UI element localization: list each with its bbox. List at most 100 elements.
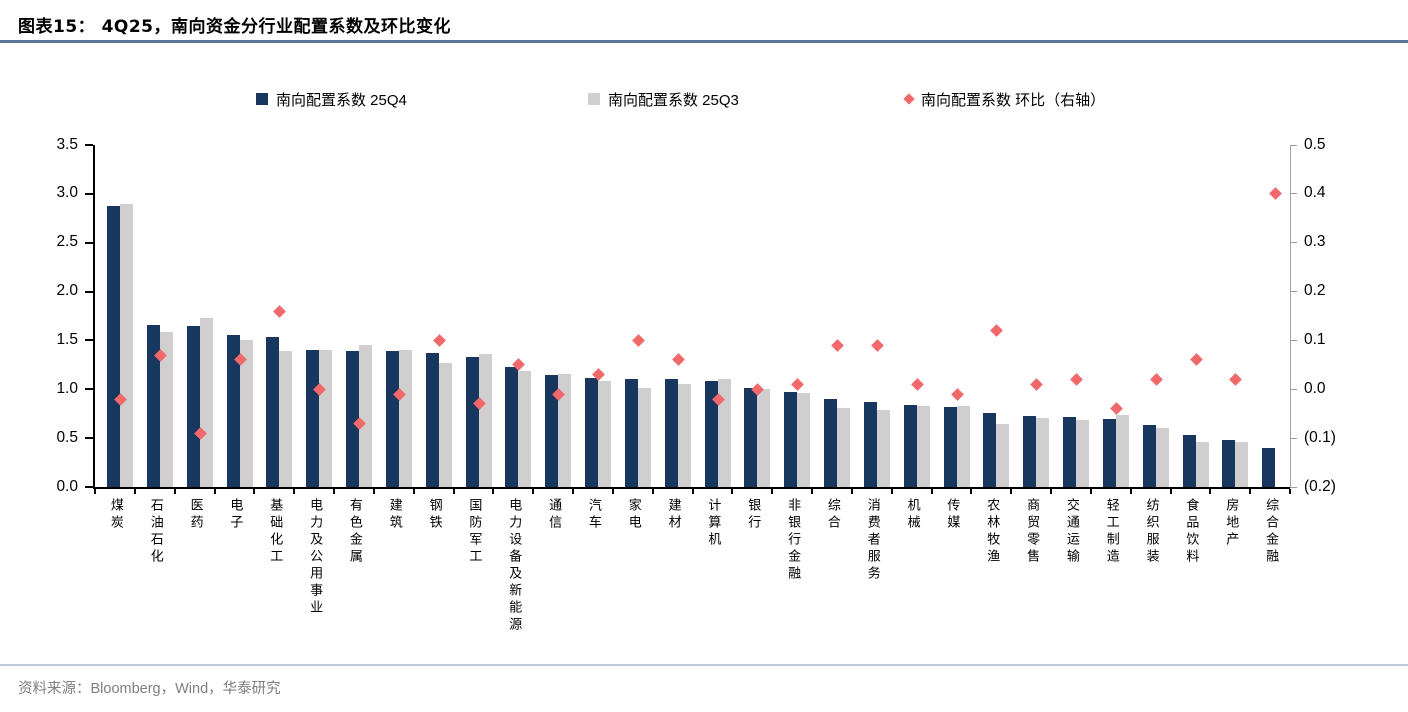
y-axis-right-tick xyxy=(1290,242,1297,244)
y-axis-left-tick xyxy=(85,192,93,195)
x-axis-label: 消费者服务 xyxy=(864,498,880,583)
bar-25q4 xyxy=(943,406,957,487)
bar-25q4 xyxy=(107,205,120,487)
qoq-diamond xyxy=(910,378,924,391)
figure-title: 图表15： 4Q25，南向资金分行业配置系数及环比变化 xyxy=(18,17,452,37)
y-axis-right-line xyxy=(1290,145,1291,487)
bar-25q4 xyxy=(1063,416,1076,487)
bar-25q3 xyxy=(1115,414,1129,487)
bar-25q4 xyxy=(903,404,917,487)
x-axis-label: 银行 xyxy=(745,498,761,532)
y-axis-left-tick xyxy=(85,290,93,293)
qoq-diamond xyxy=(1149,373,1163,386)
x-axis-tick xyxy=(890,489,893,494)
qoq-diamond xyxy=(791,378,805,391)
y-axis-left-tick xyxy=(85,241,93,244)
x-axis-tick xyxy=(811,489,813,494)
x-axis-label: 传媒 xyxy=(944,498,960,532)
bar-25q4 xyxy=(1102,418,1116,487)
y-axis-left-tick xyxy=(85,388,93,391)
bar-25q3 xyxy=(159,331,173,487)
x-axis-tick xyxy=(293,489,296,494)
x-axis-label: 有色金属 xyxy=(346,498,362,566)
bar-25q4 xyxy=(385,351,399,487)
bar-25q3 xyxy=(518,370,532,487)
bar-25q3 xyxy=(478,354,492,487)
bar-25q3 xyxy=(1076,419,1089,487)
bar-25q4 xyxy=(704,380,718,487)
x-axis-tick xyxy=(572,489,574,494)
x-axis-tick xyxy=(1289,489,1291,494)
bar-25q4 xyxy=(1023,415,1037,487)
bar-25q4 xyxy=(1142,425,1156,487)
y-axis-right-tick xyxy=(1290,388,1297,390)
y-axis-left-label: 2.5 xyxy=(56,233,78,251)
x-axis-label: 石油石化 xyxy=(147,498,163,566)
y-axis-left-label: 3.0 xyxy=(56,184,78,202)
x-axis-line xyxy=(93,487,1290,489)
x-axis-tick xyxy=(691,489,694,494)
y-axis-left-label: 1.5 xyxy=(56,330,78,348)
bar-25q3 xyxy=(319,350,333,487)
bar-25q4 xyxy=(824,399,837,487)
legend-item-25q4: 南向配置系数 25Q4 xyxy=(256,88,407,110)
x-axis-tick xyxy=(850,489,853,494)
y-axis-right-label: 0.5 xyxy=(1304,135,1326,153)
x-axis-tick xyxy=(133,489,136,494)
legend-item-qoq: 南向配置系数 环比（右轴） xyxy=(903,88,1106,110)
source-note: 资料来源：Bloomberg，Wind，华泰研究 xyxy=(18,681,281,697)
bar-25q3 xyxy=(916,405,930,487)
bar-25q4 xyxy=(346,351,359,487)
y-axis-left-tick xyxy=(85,486,93,488)
x-axis-tick xyxy=(1249,489,1252,494)
bar-25q3 xyxy=(239,340,253,487)
legend-square-25q3-icon xyxy=(588,93,600,105)
bar-25q4 xyxy=(465,357,479,487)
y-axis-right-label: (0.2) xyxy=(1304,477,1336,495)
bar-25q3 xyxy=(598,380,611,487)
qoq-diamond xyxy=(1030,378,1044,391)
x-axis-tick xyxy=(1129,489,1132,494)
x-axis-label: 农林牧渔 xyxy=(984,498,1000,566)
bar-25q4 xyxy=(266,336,280,487)
x-axis-tick xyxy=(412,489,415,494)
x-axis-label: 机械 xyxy=(904,498,920,532)
bar-25q3 xyxy=(558,373,572,487)
bar-25q3 xyxy=(797,393,811,487)
x-axis-label: 非银行金融 xyxy=(785,498,801,583)
bar-25q3 xyxy=(199,317,213,487)
bar-25q4 xyxy=(146,324,160,487)
x-axis-label: 煤炭 xyxy=(107,498,123,532)
legend-diamond-qoq-icon xyxy=(903,93,915,105)
bar-25q4 xyxy=(425,353,439,487)
bar-25q3 xyxy=(876,409,890,487)
y-axis-left-label: 1.0 xyxy=(56,379,78,397)
x-axis-tick xyxy=(651,489,654,494)
y-axis-left-label: 2.0 xyxy=(56,282,78,300)
x-axis-tick xyxy=(970,489,973,494)
y-axis-left-tick xyxy=(85,144,93,146)
x-axis-label: 家电 xyxy=(625,498,641,532)
y-axis-right-tick xyxy=(1290,193,1297,195)
bar-25q3 xyxy=(677,384,691,487)
y-axis-left-label: 3.5 xyxy=(56,135,78,153)
x-axis-label: 建筑 xyxy=(386,498,402,532)
y-axis-right-tick xyxy=(1290,144,1297,146)
y-axis-right-tick xyxy=(1290,339,1297,341)
x-axis-label: 医药 xyxy=(187,498,203,532)
qoq-diamond xyxy=(631,334,645,347)
legend-label-qoq: 南向配置系数 环比（右轴） xyxy=(921,91,1106,109)
x-axis-tick xyxy=(611,489,614,494)
qoq-diamond xyxy=(671,353,685,367)
bar-25q4 xyxy=(585,377,598,487)
x-axis-label: 交通运输 xyxy=(1063,498,1079,566)
bar-25q4 xyxy=(744,388,758,487)
x-axis-tick xyxy=(532,489,535,494)
y-axis-right-label: (0.1) xyxy=(1304,428,1336,446)
y-axis-right-label: 0.4 xyxy=(1304,184,1326,202)
chart-legend: 南向配置系数 25Q4 南向配置系数 25Q3 南向配置系数 环比（右轴） xyxy=(0,88,1408,110)
x-axis-tick xyxy=(94,489,96,494)
y-axis-left-tick xyxy=(85,437,93,440)
x-axis-label: 电力设备及新能源 xyxy=(506,498,522,634)
bar-25q4 xyxy=(186,325,200,487)
